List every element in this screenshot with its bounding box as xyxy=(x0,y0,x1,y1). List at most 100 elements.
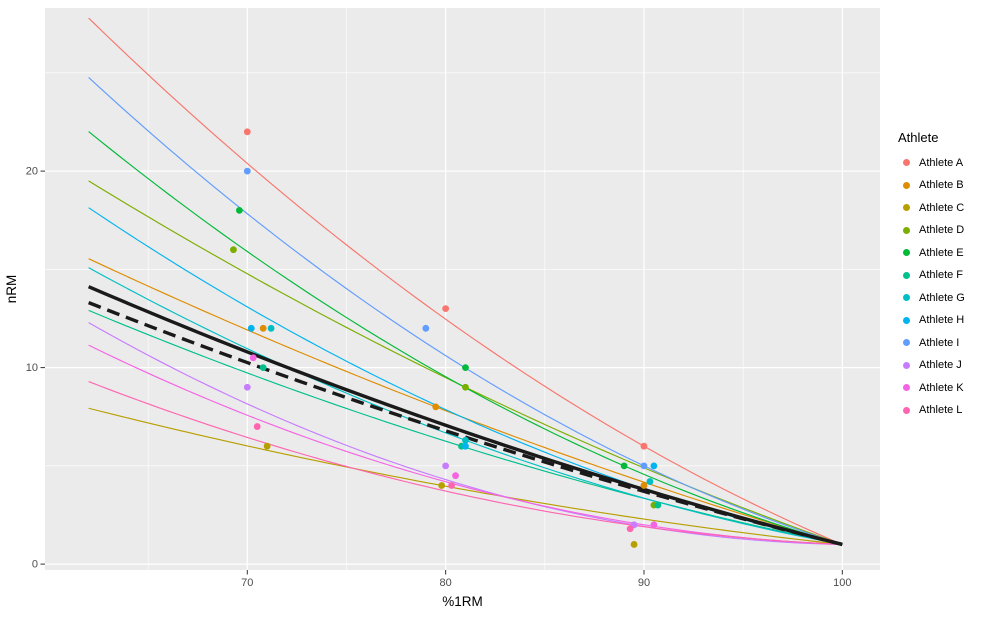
legend-key xyxy=(898,267,915,284)
legend-item-athlete-c: Athlete C xyxy=(898,199,965,216)
y-tick-label: 10 xyxy=(26,362,38,374)
point-athlete-h xyxy=(247,324,255,332)
point-athlete-b xyxy=(259,324,267,332)
legend-key xyxy=(898,244,915,261)
legend-key xyxy=(898,312,915,329)
x-tick-labels: 70 80 90 100 xyxy=(241,577,851,589)
x-tick-label: 70 xyxy=(241,577,253,589)
point-athlete-h xyxy=(462,442,469,450)
point-athlete-d xyxy=(462,383,469,391)
point-athlete-g xyxy=(267,324,275,332)
axis-ticks xyxy=(40,170,843,575)
legend-label: Athlete A xyxy=(919,156,964,169)
point-athlete-i xyxy=(243,167,251,175)
legend-point-icon xyxy=(903,226,910,234)
y-tick-label: 20 xyxy=(26,166,38,178)
y-tick-labels: 0 10 20 xyxy=(26,166,38,571)
curve-athlete-c xyxy=(88,407,843,546)
legend-point-icon xyxy=(903,204,910,211)
legend-label: Athlete K xyxy=(919,381,964,394)
legend-point-icon xyxy=(903,384,910,391)
legend-label: Athlete B xyxy=(919,179,964,191)
legend-item-athlete-l: Athlete L xyxy=(898,402,965,419)
legend-label: Athlete I xyxy=(919,336,960,349)
legend-key xyxy=(898,357,915,374)
legend-key xyxy=(898,177,915,194)
legend-key xyxy=(898,222,915,239)
point-athlete-l xyxy=(448,482,455,489)
legend-item-athlete-i: Athlete I xyxy=(898,334,965,351)
point-athlete-a xyxy=(640,442,648,450)
curve-athlete-k xyxy=(88,344,843,546)
legend-point-icon xyxy=(903,181,910,189)
scatter-points xyxy=(230,128,662,548)
legend-key xyxy=(898,402,915,419)
point-athlete-b xyxy=(640,482,648,489)
point-athlete-e xyxy=(462,364,469,371)
point-athlete-k xyxy=(650,521,658,529)
legend-key xyxy=(898,199,915,216)
legend-item-athlete-g: Athlete G xyxy=(898,289,965,306)
legend-item-athlete-e: Athlete E xyxy=(898,244,965,261)
point-athlete-c xyxy=(438,482,446,489)
legend-label: Athlete H xyxy=(919,314,965,326)
x-tick-label: 90 xyxy=(638,577,650,589)
legend-key xyxy=(898,379,915,396)
legend-item-athlete-b: Athlete B xyxy=(898,177,965,194)
point-athlete-g xyxy=(462,436,469,444)
legend-item-athlete-k: Athlete K xyxy=(898,379,965,396)
legend-key xyxy=(898,334,915,351)
point-athlete-l xyxy=(626,525,634,533)
point-athlete-j xyxy=(243,383,251,391)
legend-point-icon xyxy=(903,159,910,166)
grid-major xyxy=(45,8,880,570)
point-athlete-k xyxy=(249,354,257,362)
point-athlete-c xyxy=(630,541,638,548)
point-athlete-h xyxy=(650,462,658,470)
y-tick-label: 0 xyxy=(32,559,38,571)
point-athlete-a xyxy=(243,128,251,136)
legend-point-icon xyxy=(903,294,910,301)
point-athlete-i xyxy=(422,324,430,332)
curve-athlete-j xyxy=(88,322,843,546)
legend-point-icon xyxy=(903,271,910,279)
legend-point-icon xyxy=(903,249,910,256)
legend-item-athlete-d: Athlete D xyxy=(898,222,965,239)
legend-label: Athlete C xyxy=(919,201,965,214)
legend-item-athlete-a: Athlete A xyxy=(898,154,965,171)
legend-item-athlete-f: Athlete F xyxy=(898,267,965,284)
point-athlete-f xyxy=(259,364,267,371)
legend-title: Athlete xyxy=(898,130,939,145)
legend-label: Athlete D xyxy=(919,224,965,236)
curve-athlete-l xyxy=(88,381,843,546)
legend-label: Athlete E xyxy=(919,246,964,259)
legend-item-athlete-j: Athlete J xyxy=(898,357,965,374)
point-athlete-i xyxy=(640,462,648,470)
legend-label: Athlete L xyxy=(919,404,963,416)
legend-key xyxy=(898,154,915,171)
legend: Athlete Athlete A Athlete B Athlete C Athle… xyxy=(898,130,965,424)
curve-athlete-a xyxy=(88,17,843,545)
x-tick-label: 80 xyxy=(440,577,452,589)
panel-background xyxy=(45,8,880,570)
point-athlete-e xyxy=(620,462,628,470)
point-athlete-j xyxy=(442,462,450,470)
point-athlete-a xyxy=(442,305,450,313)
point-athlete-b xyxy=(432,403,440,411)
point-athlete-e xyxy=(235,207,243,214)
legend-label: Athlete F xyxy=(919,269,964,281)
x-axis-title: %1RM xyxy=(442,594,483,609)
legend-point-icon xyxy=(903,339,910,346)
legend-point-icon xyxy=(903,406,910,414)
point-athlete-f xyxy=(654,501,662,509)
legend-label: Athlete G xyxy=(919,291,965,304)
legend-point-icon xyxy=(903,361,910,369)
point-athlete-c xyxy=(263,442,271,450)
point-athlete-l xyxy=(253,423,261,430)
point-athlete-d xyxy=(230,246,237,254)
point-athlete-k xyxy=(452,472,459,480)
point-athlete-g xyxy=(646,478,654,485)
y-axis-title: nRM xyxy=(4,275,19,304)
